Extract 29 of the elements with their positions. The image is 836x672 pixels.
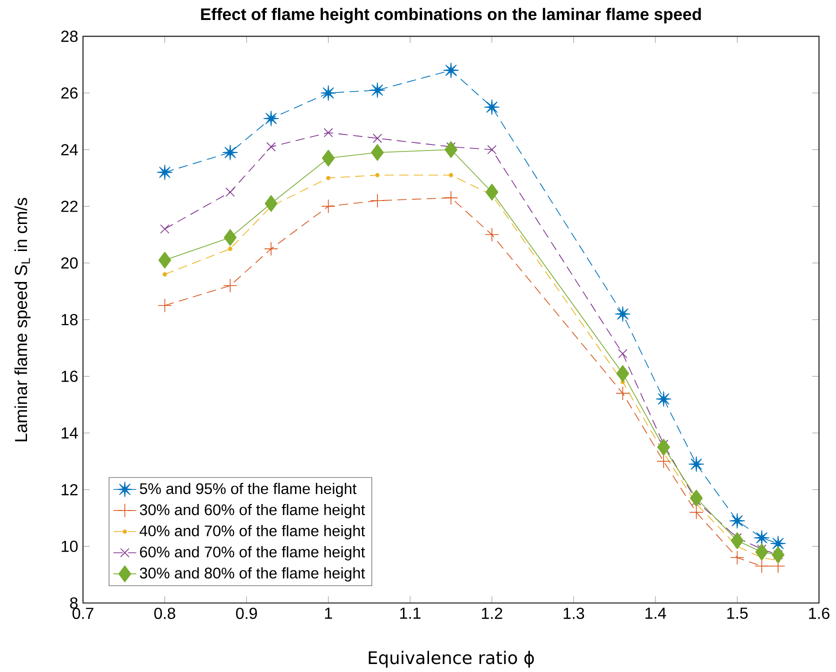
y-tick-label: 28 bbox=[61, 30, 78, 42]
y-tick-label: 20 bbox=[61, 257, 78, 269]
x-tick-label: 1.3 bbox=[564, 608, 584, 619]
y-tick-label: 26 bbox=[61, 87, 78, 99]
y-tick-label: 14 bbox=[62, 427, 78, 438]
x-tick-label: 0.9 bbox=[236, 608, 257, 619]
y-tick-label: 12 bbox=[62, 484, 78, 496]
chart-title: Effect of flame height combinations on the laminar flame speed bbox=[201, 8, 701, 24]
x-tick-label: 0.8 bbox=[154, 608, 176, 619]
x-tick-label: 1 bbox=[325, 608, 332, 619]
y-axis-title: Laminar flame speed S$_{L}$ in cm/s bbox=[14, 198, 31, 442]
x-tick-label: 0.7 bbox=[72, 608, 94, 619]
y-tick-label: 22 bbox=[61, 200, 78, 212]
y-tick-label: 18 bbox=[62, 314, 78, 326]
legend-label: 40% and 70% of the flame height bbox=[140, 525, 365, 540]
y-tick-label: 16 bbox=[62, 370, 78, 382]
x-tick-label: 1.1 bbox=[400, 608, 420, 619]
legend-label: 60% and 70% of the flame height bbox=[140, 546, 365, 560]
x-tick-label: 1.4 bbox=[646, 608, 666, 619]
legend-label: 30% and 80% of the flame height bbox=[140, 567, 365, 582]
y-tick-label: 24 bbox=[61, 144, 78, 156]
y-tick-label: 10 bbox=[62, 540, 78, 552]
x-tick-label: 1.2 bbox=[482, 608, 502, 619]
x-tick-label: 1.6 bbox=[809, 608, 830, 619]
x-tick-label: 1.5 bbox=[727, 608, 748, 619]
y-tick-label: 8 bbox=[70, 597, 78, 609]
legend-label: 30% and 60% of the flame height bbox=[140, 504, 365, 518]
legend-label: 5% and 95% of the flame height bbox=[140, 482, 356, 498]
x-axis-title: Equivalence ratio ϕ bbox=[368, 650, 534, 668]
